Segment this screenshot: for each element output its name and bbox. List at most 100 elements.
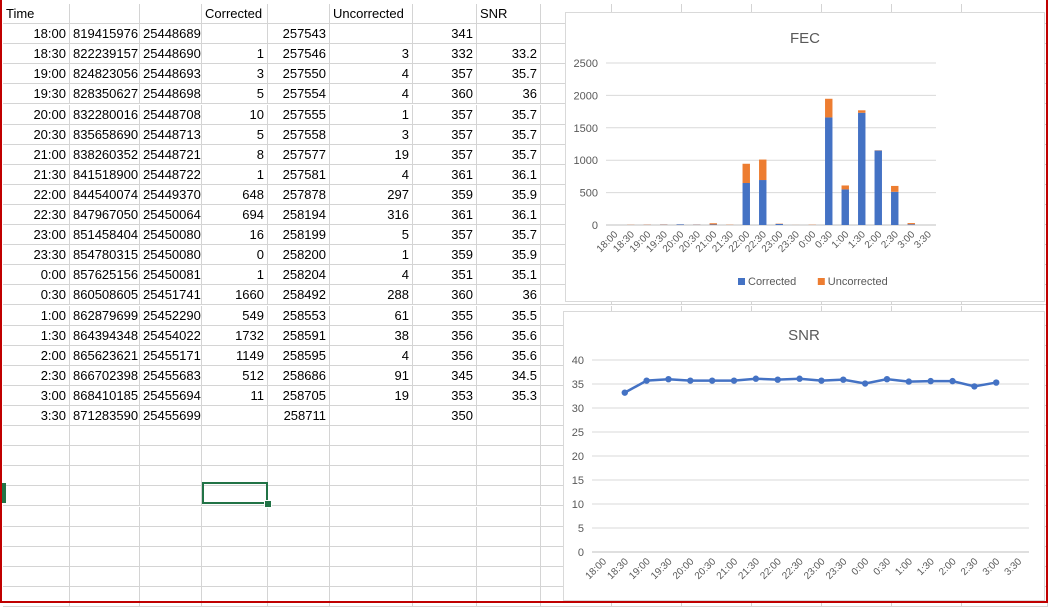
value-cell[interactable]: 835658690	[70, 125, 140, 145]
value-cell[interactable]: 0	[202, 245, 268, 265]
sheet-cell[interactable]	[413, 466, 477, 486]
sheet-cell[interactable]	[413, 547, 477, 567]
sheet-cell[interactable]	[202, 527, 268, 547]
value-cell[interactable]: 25455694	[140, 386, 202, 406]
sheet-cell[interactable]	[268, 587, 330, 607]
sheet-cell[interactable]	[477, 527, 541, 547]
value-cell[interactable]: 35.9	[477, 245, 541, 265]
sheet-cell[interactable]	[140, 567, 202, 587]
sheet-cell[interactable]	[477, 507, 541, 527]
sheet-cell[interactable]	[140, 587, 202, 607]
value-cell[interactable]: 25451741	[140, 285, 202, 305]
value-cell[interactable]: 1732	[202, 326, 268, 346]
value-cell[interactable]: 35.5	[477, 306, 541, 326]
value-cell[interactable]: 360	[413, 285, 477, 305]
sheet-cell[interactable]	[477, 547, 541, 567]
value-cell[interactable]: 258199	[268, 225, 330, 245]
sheet-cell[interactable]	[70, 567, 140, 587]
value-cell[interactable]: 356	[413, 346, 477, 366]
value-cell[interactable]: 1	[330, 245, 413, 265]
value-cell[interactable]: 25448713	[140, 125, 202, 145]
sheet-cell[interactable]	[3, 446, 70, 466]
sheet-cell[interactable]	[3, 567, 70, 587]
value-cell[interactable]: 257878	[268, 185, 330, 205]
value-cell[interactable]: 3	[330, 44, 413, 64]
value-cell[interactable]: 25450081	[140, 265, 202, 285]
value-cell[interactable]: 25448690	[140, 44, 202, 64]
value-cell[interactable]: 257543	[268, 24, 330, 44]
time-cell[interactable]: 2:00	[3, 346, 70, 366]
value-cell[interactable]: 25449370	[140, 185, 202, 205]
header-cell[interactable]	[413, 4, 477, 24]
value-cell[interactable]: 5	[202, 125, 268, 145]
sheet-cell[interactable]	[268, 486, 330, 506]
sheet-cell[interactable]	[330, 587, 413, 607]
sheet-cell[interactable]	[330, 547, 413, 567]
value-cell[interactable]: 25454022	[140, 326, 202, 346]
sheet-cell[interactable]	[3, 587, 70, 607]
value-cell[interactable]: 25448721	[140, 145, 202, 165]
value-cell[interactable]: 864394348	[70, 326, 140, 346]
value-cell[interactable]	[477, 24, 541, 44]
header-cell[interactable]: SNR	[477, 4, 541, 24]
value-cell[interactable]: 257581	[268, 165, 330, 185]
value-cell[interactable]: 4	[330, 265, 413, 285]
value-cell[interactable]: 549	[202, 306, 268, 326]
value-cell[interactable]: 258711	[268, 406, 330, 426]
value-cell[interactable]: 860508605	[70, 285, 140, 305]
sheet-cell[interactable]	[140, 547, 202, 567]
value-cell[interactable]: 297	[330, 185, 413, 205]
value-cell[interactable]	[330, 406, 413, 426]
value-cell[interactable]: 257554	[268, 84, 330, 104]
header-cell[interactable]	[268, 4, 330, 24]
sheet-cell[interactable]	[413, 486, 477, 506]
time-cell[interactable]: 18:00	[3, 24, 70, 44]
time-cell[interactable]: 0:00	[3, 265, 70, 285]
sheet-cell[interactable]	[413, 507, 477, 527]
value-cell[interactable]: 357	[413, 105, 477, 125]
value-cell[interactable]: 353	[413, 386, 477, 406]
value-cell[interactable]: 512	[202, 366, 268, 386]
sheet-cell[interactable]	[477, 587, 541, 607]
value-cell[interactable]: 25452290	[140, 306, 202, 326]
value-cell[interactable]: 35.3	[477, 386, 541, 406]
sheet-cell[interactable]	[268, 446, 330, 466]
time-cell[interactable]: 23:30	[3, 245, 70, 265]
value-cell[interactable]: 648	[202, 185, 268, 205]
time-cell[interactable]: 0:30	[3, 285, 70, 305]
value-cell[interactable]: 5	[330, 225, 413, 245]
value-cell[interactable]: 844540074	[70, 185, 140, 205]
value-cell[interactable]: 857625156	[70, 265, 140, 285]
time-cell[interactable]: 3:00	[3, 386, 70, 406]
value-cell[interactable]	[477, 406, 541, 426]
value-cell[interactable]: 361	[413, 165, 477, 185]
value-cell[interactable]: 25448693	[140, 64, 202, 84]
value-cell[interactable]: 258200	[268, 245, 330, 265]
value-cell[interactable]: 1660	[202, 285, 268, 305]
sheet-cell[interactable]	[140, 527, 202, 547]
value-cell[interactable]: 25448722	[140, 165, 202, 185]
sheet-cell[interactable]	[268, 466, 330, 486]
value-cell[interactable]: 257546	[268, 44, 330, 64]
value-cell[interactable]: 38	[330, 326, 413, 346]
value-cell[interactable]: 25455683	[140, 366, 202, 386]
sheet-cell[interactable]	[413, 587, 477, 607]
value-cell[interactable]: 865623621	[70, 346, 140, 366]
value-cell[interactable]: 35.7	[477, 125, 541, 145]
value-cell[interactable]: 868410185	[70, 386, 140, 406]
value-cell[interactable]: 35.1	[477, 265, 541, 285]
header-cell[interactable]: Uncorrected	[330, 4, 413, 24]
value-cell[interactable]: 61	[330, 306, 413, 326]
value-cell[interactable]: 258492	[268, 285, 330, 305]
sheet-cell[interactable]	[202, 426, 268, 446]
value-cell[interactable]: 1149	[202, 346, 268, 366]
value-cell[interactable]: 4	[330, 346, 413, 366]
value-cell[interactable]: 824823056	[70, 64, 140, 84]
value-cell[interactable]: 35.6	[477, 346, 541, 366]
value-cell[interactable]: 847967050	[70, 205, 140, 225]
value-cell[interactable]: 350	[413, 406, 477, 426]
sheet-cell[interactable]	[330, 446, 413, 466]
value-cell[interactable]: 35.7	[477, 105, 541, 125]
time-cell[interactable]: 21:00	[3, 145, 70, 165]
sheet-cell[interactable]	[202, 446, 268, 466]
